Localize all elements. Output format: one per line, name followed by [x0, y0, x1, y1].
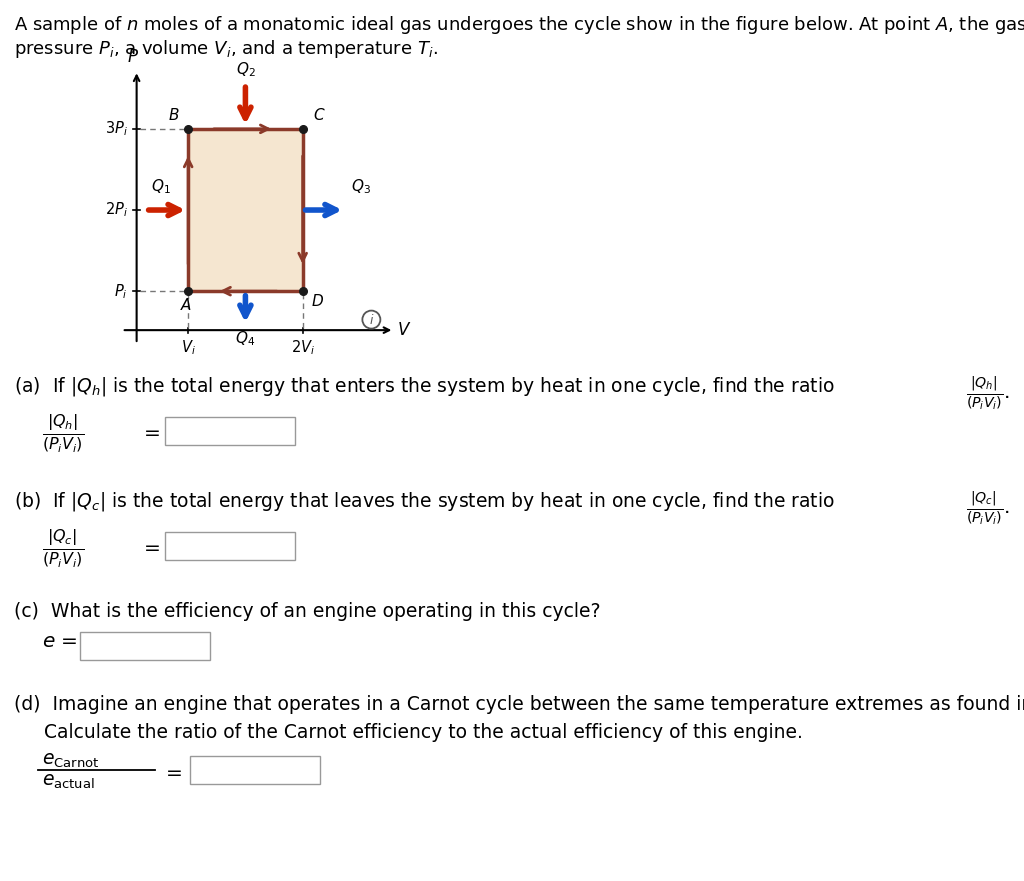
Bar	[165, 532, 295, 560]
Bar	[188, 129, 303, 292]
Text: (a)  If $|Q_h|$ is the total energy that enters the system by heat in one cycle,: (a) If $|Q_h|$ is the total energy that …	[14, 375, 835, 398]
Text: $=$: $=$	[140, 537, 161, 556]
Text: $2V_i$: $2V_i$	[291, 338, 314, 357]
Text: $Q_4$: $Q_4$	[236, 329, 255, 348]
Text: (b)  If $|Q_c|$ is the total energy that leaves the system by heat in one cycle,: (b) If $|Q_c|$ is the total energy that …	[14, 490, 835, 513]
Text: $V$: $V$	[396, 322, 411, 339]
Text: Calculate the ratio of the Carnot efficiency to the actual efficiency of this en: Calculate the ratio of the Carnot effici…	[14, 723, 803, 742]
Text: $2P_i$: $2P_i$	[105, 201, 128, 219]
Text: $Q_1$: $Q_1$	[151, 177, 171, 196]
Bar	[190, 756, 319, 784]
Text: (d)  Imagine an engine that operates in a Carnot cycle between the same temperat: (d) Imagine an engine that operates in a…	[14, 695, 1024, 714]
Text: $A$: $A$	[180, 297, 193, 313]
Text: $D$: $D$	[310, 293, 324, 309]
Text: $\frac{|Q_c|}{(P_iV_i)}$.: $\frac{|Q_c|}{(P_iV_i)}$.	[966, 490, 1010, 528]
Text: $Q_2$: $Q_2$	[236, 61, 255, 79]
Text: $=$: $=$	[140, 422, 161, 441]
Text: $\frac{|Q_h|}{(P_iV_i)}$: $\frac{|Q_h|}{(P_iV_i)}$	[42, 412, 84, 455]
Text: $\frac{|Q_c|}{(P_iV_i)}$: $\frac{|Q_c|}{(P_iV_i)}$	[42, 527, 84, 570]
Text: $C$: $C$	[312, 107, 326, 122]
Text: $P_i$: $P_i$	[115, 282, 128, 300]
Bar	[165, 417, 295, 445]
Text: pressure $P_i$, a volume $V_i$, and a temperature $T_i$.: pressure $P_i$, a volume $V_i$, and a te…	[14, 38, 438, 60]
Text: $e_{\mathrm{Carnot}}$: $e_{\mathrm{Carnot}}$	[42, 751, 99, 770]
Text: $P$: $P$	[127, 48, 138, 65]
Text: $\frac{|Q_h|}{(P_iV_i)}$.: $\frac{|Q_h|}{(P_iV_i)}$.	[966, 375, 1010, 413]
Text: $=$: $=$	[162, 762, 182, 781]
Text: $e$ =: $e$ =	[42, 632, 78, 651]
Text: $3P_i$: $3P_i$	[105, 120, 128, 138]
Text: (c)  What is the efficiency of an engine operating in this cycle?: (c) What is the efficiency of an engine …	[14, 602, 600, 621]
Text: $Q_3$: $Q_3$	[351, 177, 371, 196]
Bar	[188, 129, 303, 292]
Text: $V_i$: $V_i$	[181, 338, 196, 357]
Text: $i$: $i$	[369, 313, 374, 327]
Text: $B$: $B$	[168, 107, 180, 122]
Bar	[80, 632, 210, 660]
Text: A sample of $n$ moles of a monatomic ideal gas undergoes the cycle show in the f: A sample of $n$ moles of a monatomic ide…	[14, 14, 1024, 36]
Text: $e_{\mathrm{actual}}$: $e_{\mathrm{actual}}$	[42, 772, 95, 791]
